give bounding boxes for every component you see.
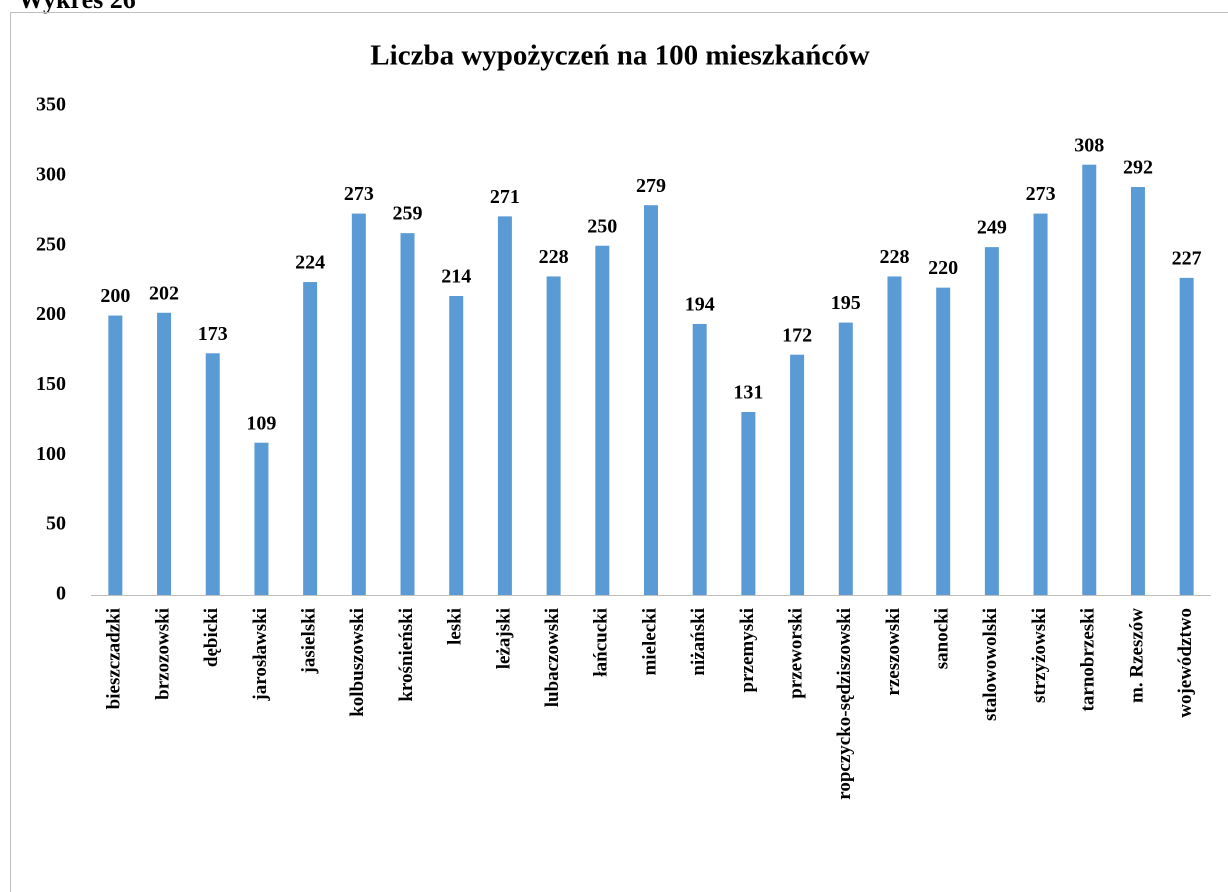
chart-frame <box>10 12 1228 892</box>
bar <box>400 233 415 595</box>
bar <box>692 323 707 595</box>
x-tick-label: jarosławski <box>250 608 271 702</box>
data-label: 202 <box>149 282 179 304</box>
data-label: 220 <box>928 257 958 279</box>
x-tick-label: województwo <box>1175 608 1196 718</box>
x-tick-label: brzozowski <box>152 608 173 700</box>
bar <box>254 442 269 595</box>
bar <box>984 247 999 595</box>
bar <box>449 296 464 595</box>
bar <box>157 312 172 595</box>
bar <box>1130 187 1145 595</box>
data-label: 279 <box>636 175 666 197</box>
bar <box>351 213 366 595</box>
data-label: 172 <box>782 324 812 346</box>
bar <box>546 276 561 595</box>
y-tick-label: 200 <box>36 303 66 325</box>
x-tick-label: ropczycko-sędziszowski <box>834 608 855 800</box>
x-tick-label: leżajski <box>493 608 514 669</box>
y-tick-label: 150 <box>36 373 66 395</box>
y-tick-label: 250 <box>36 233 66 255</box>
x-tick-label: łańcucki <box>591 608 612 677</box>
x-tick-label: jasielski <box>298 608 319 674</box>
bar <box>741 411 756 595</box>
data-label: 273 <box>1026 183 1056 205</box>
y-tick-label: 350 <box>36 94 66 116</box>
bar <box>936 287 951 595</box>
x-tick-label: strzyżowski <box>1029 608 1050 703</box>
x-tick-label: przemyski <box>737 608 758 692</box>
bar <box>838 322 853 595</box>
x-tick-label: dębicki <box>201 608 222 667</box>
bar <box>644 205 658 595</box>
x-tick-label: niżański <box>688 608 709 676</box>
bar <box>497 216 512 596</box>
data-label: 249 <box>977 217 1007 239</box>
bar <box>595 245 610 595</box>
data-label: 227 <box>1172 247 1202 269</box>
bar <box>108 315 123 595</box>
x-tick-label: kolbuszowski <box>347 608 368 717</box>
x-tick-label: krośnieński <box>396 608 417 702</box>
data-label: 173 <box>198 323 228 345</box>
data-label: 228 <box>539 246 569 268</box>
caption: Wykres 26 <box>18 0 136 14</box>
y-tick-label: 100 <box>36 443 66 465</box>
data-label: 214 <box>441 266 471 288</box>
data-label: 273 <box>344 183 374 205</box>
data-label: 195 <box>831 292 861 314</box>
x-tick-label: sanocki <box>932 608 953 669</box>
bar <box>205 353 220 595</box>
data-label: 131 <box>733 382 763 404</box>
x-tick-label: tarnobrzeski <box>1078 608 1099 711</box>
bar <box>790 354 805 595</box>
data-label: 259 <box>393 203 423 225</box>
x-tick-label: stalowowolski <box>980 608 1001 721</box>
bar <box>1082 164 1097 595</box>
bar <box>303 282 318 595</box>
data-label: 224 <box>295 252 325 274</box>
bar <box>887 276 902 595</box>
data-label: 194 <box>685 294 715 316</box>
x-tick-label: mielecki <box>639 608 660 676</box>
data-label: 271 <box>490 186 520 208</box>
data-label: 228 <box>879 246 909 268</box>
x-tick-label: rzeszowski <box>883 608 904 696</box>
x-tick-label: m. Rzeszów <box>1126 608 1147 703</box>
chart-title: Liczba wypożyczeń na 100 mieszkańców <box>370 40 869 72</box>
data-label: 250 <box>587 215 617 237</box>
y-tick-label: 300 <box>36 163 66 185</box>
y-tick-label: 50 <box>46 513 66 535</box>
data-label: 308 <box>1074 134 1104 156</box>
data-label: 109 <box>246 412 276 434</box>
x-tick-label: przeworski <box>785 608 806 699</box>
bar <box>1179 277 1194 595</box>
x-tick-label: lubaczowski <box>542 608 563 707</box>
bar <box>1033 213 1048 595</box>
x-tick-label: bieszczadzki <box>104 608 125 709</box>
data-label: 292 <box>1123 157 1153 179</box>
y-tick-label: 0 <box>56 583 66 605</box>
x-tick-label: leski <box>445 608 466 645</box>
data-label: 200 <box>100 285 130 307</box>
